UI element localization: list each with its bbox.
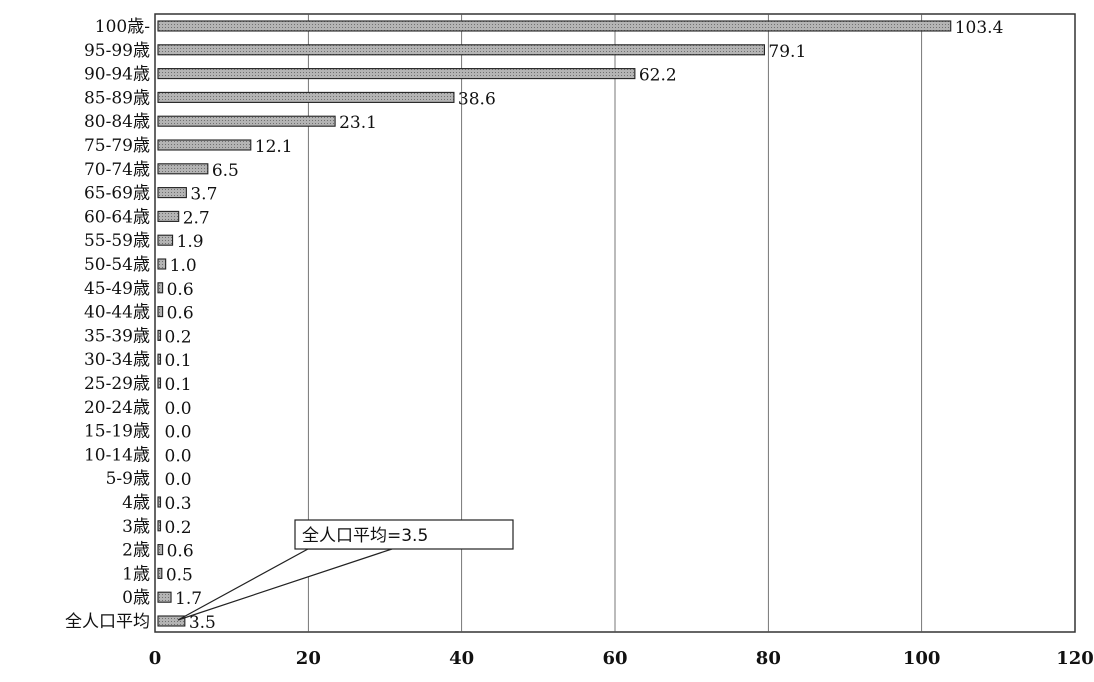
value-label: 0.6 (167, 304, 194, 324)
category-label: 全人口平均 (65, 612, 150, 632)
value-label: 3.5 (189, 613, 216, 633)
category-label: 40-44歳 (84, 303, 150, 323)
value-labels: 103.4 79.1 62.2 38.6 23.1 12.1 6.5 3.7 2.7 1.9 1.0… (165, 18, 1004, 633)
bar (157, 353, 162, 365)
x-tick-label: 60 (602, 648, 627, 669)
x-tick-label: 120 (1056, 648, 1094, 669)
bar (157, 329, 162, 341)
category-label: 100歳- (95, 17, 150, 37)
category-label: 85-89歳 (84, 88, 150, 108)
bar (157, 234, 174, 246)
value-label: 1.9 (177, 232, 204, 252)
value-label: 6.5 (212, 161, 239, 181)
category-label: 4歳 (122, 493, 150, 513)
value-label: 12.1 (255, 137, 293, 157)
category-label: 1歳 (122, 564, 150, 584)
category-label: 3歳 (122, 517, 150, 537)
bar (157, 520, 162, 532)
value-label: 0.0 (165, 446, 192, 466)
category-label: 25-29歳 (84, 374, 150, 394)
x-tick-label: 0 (149, 648, 162, 669)
category-label: 10-14歳 (84, 445, 150, 465)
value-label: 0.5 (166, 565, 193, 585)
bar (157, 258, 167, 270)
bar (157, 187, 187, 199)
x-tick-label: 40 (449, 648, 474, 669)
bar (157, 91, 455, 103)
bar (157, 163, 209, 175)
category-label: 30-34歳 (84, 350, 150, 370)
category-label: 65-69歳 (84, 184, 150, 204)
bar (157, 282, 164, 294)
category-label: 75-79歳 (84, 136, 150, 156)
value-label: 0.3 (165, 494, 192, 514)
category-label: 0歳 (122, 588, 150, 608)
category-label: 90-94歳 (84, 65, 150, 85)
value-label: 0.2 (165, 518, 192, 538)
bar (157, 115, 336, 127)
bar (157, 20, 952, 32)
bar (157, 615, 186, 627)
bar (157, 377, 162, 389)
bar (157, 68, 636, 80)
value-label: 0.1 (165, 375, 192, 395)
value-label: 3.7 (190, 185, 217, 205)
average-callout: 全人口平均=3.5 (177, 519, 514, 621)
bar (157, 210, 180, 222)
value-label: 0.0 (165, 423, 192, 443)
category-label: 80-84歳 (84, 112, 150, 132)
category-label: 35-39歳 (84, 326, 150, 346)
category-label: 45-49歳 (84, 279, 150, 299)
category-label: 55-59歳 (84, 231, 150, 251)
value-label: 0.6 (167, 280, 194, 300)
value-label: 1.7 (175, 589, 202, 609)
x-axis-ticks: 0 20 40 60 80 100 120 (149, 648, 1094, 669)
category-label: 2歳 (122, 541, 150, 561)
category-label: 95-99歳 (84, 41, 150, 61)
category-label: 70-74歳 (84, 160, 150, 180)
bars (157, 20, 952, 627)
category-label: 20-24歳 (84, 398, 150, 418)
value-label: 0.6 (167, 542, 194, 562)
x-tick-label: 80 (756, 648, 781, 669)
x-tick-label: 20 (296, 648, 321, 669)
category-label: 5-9歳 (106, 469, 150, 489)
category-label: 50-54歳 (84, 255, 150, 275)
value-label: 62.2 (639, 66, 677, 86)
value-label: 38.6 (458, 89, 496, 109)
value-label: 0.2 (165, 327, 192, 347)
bar (157, 139, 252, 151)
bar (157, 496, 162, 508)
value-label: 2.7 (183, 208, 210, 228)
bar (157, 591, 172, 603)
x-tick-label: 100 (903, 648, 941, 669)
category-label: 60-64歳 (84, 207, 150, 227)
value-label: 79.1 (768, 42, 806, 62)
value-label: 0.0 (165, 470, 192, 490)
callout-box (294, 519, 514, 550)
bar (157, 567, 163, 579)
value-label: 1.0 (170, 256, 197, 276)
value-label: 0.0 (165, 399, 192, 419)
callout-text: 全人口平均=3.5 (302, 526, 428, 546)
value-label: 103.4 (955, 18, 1004, 38)
bar (157, 44, 765, 56)
bar (157, 544, 164, 556)
category-label: 15-19歳 (84, 422, 150, 442)
category-labels: 100歳- 95-99歳 90-94歳 85-89歳 80-84歳 75-79歳 70-74… (65, 17, 150, 632)
value-label: 0.1 (165, 351, 192, 371)
bar (157, 306, 164, 318)
value-label: 23.1 (339, 113, 377, 133)
